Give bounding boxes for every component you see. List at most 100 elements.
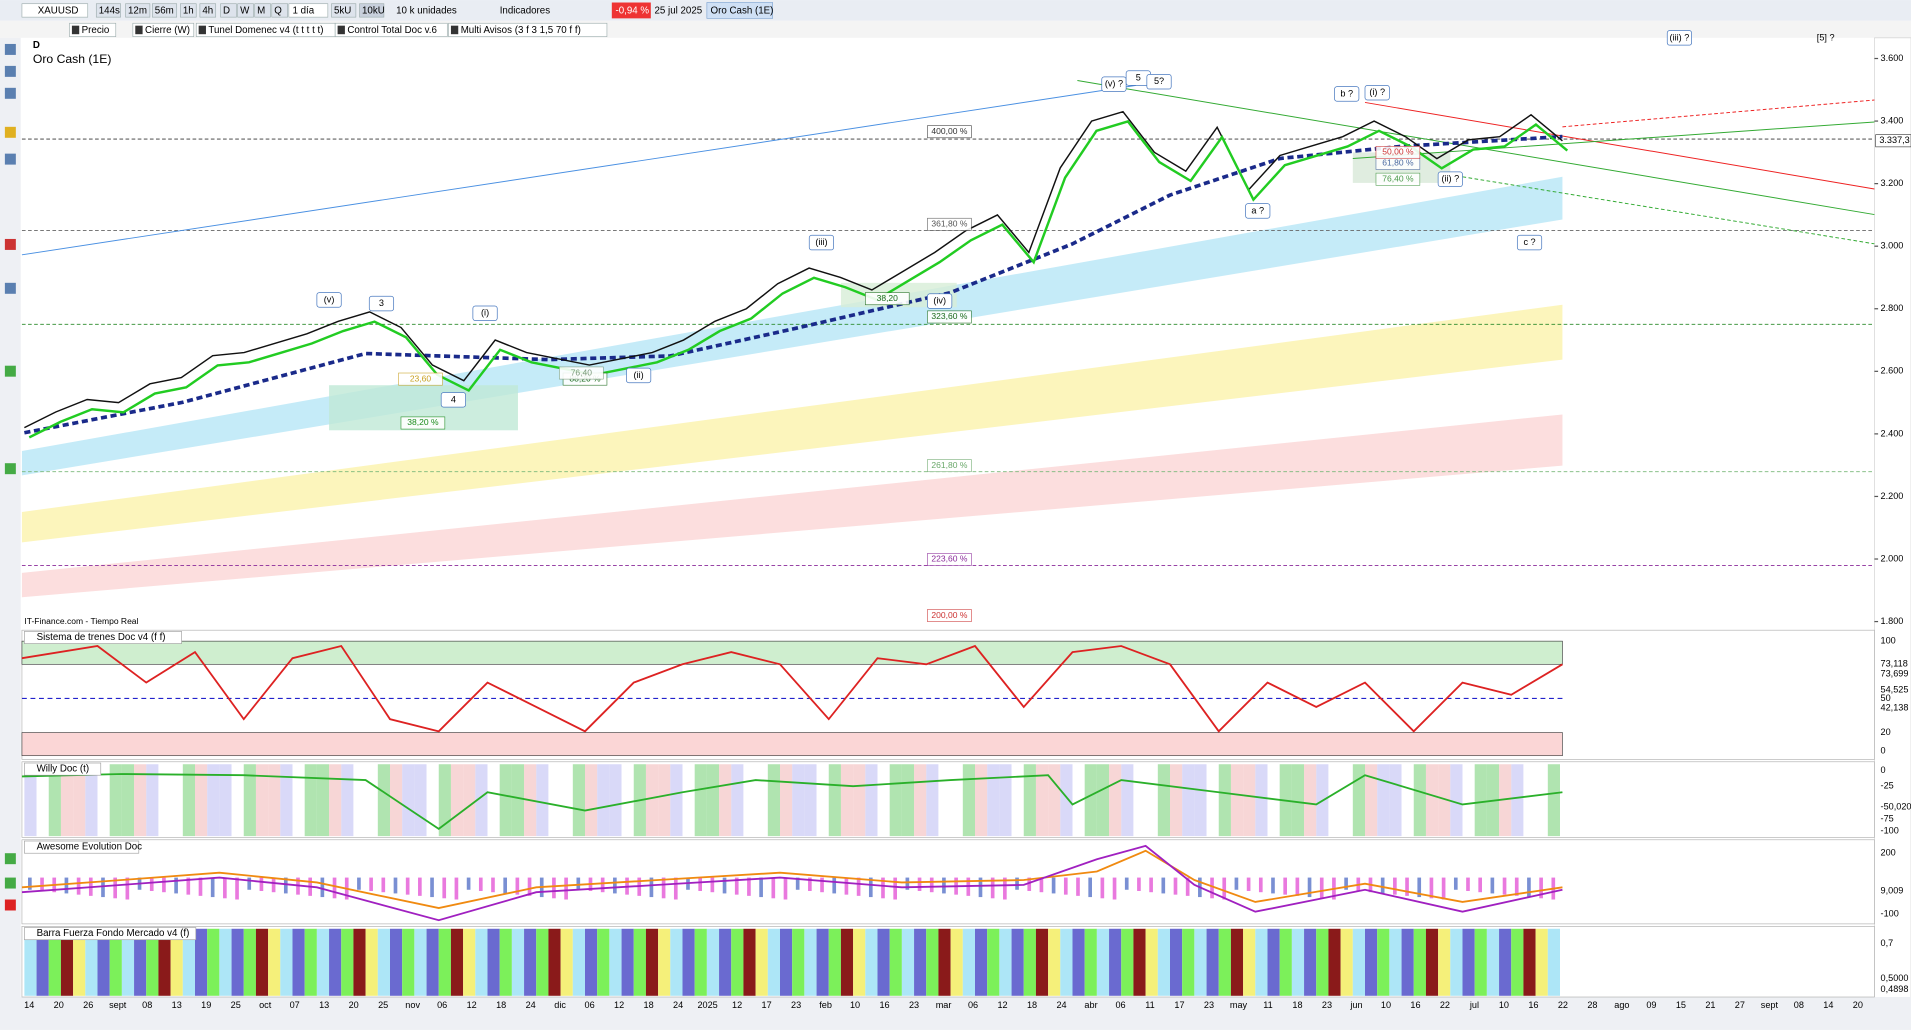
willy-stripe bbox=[243, 764, 256, 837]
awesome-bar bbox=[1271, 877, 1275, 894]
willy-stripe bbox=[255, 764, 269, 837]
study[interactable]: Precio bbox=[82, 25, 110, 36]
price-line bbox=[24, 110, 1563, 429]
awesome-bar bbox=[1149, 877, 1153, 893]
panel-tick: 0,4898 bbox=[1881, 984, 1909, 994]
panel-tick: 42,138 bbox=[1881, 703, 1909, 713]
y-tick-label: 3.000 bbox=[1881, 241, 1904, 251]
willy-stripe bbox=[975, 764, 988, 837]
awesome-bar bbox=[430, 877, 434, 898]
willy-stripe bbox=[1365, 764, 1378, 837]
force-stripe bbox=[475, 928, 488, 996]
awesome-bar bbox=[905, 877, 910, 890]
willy-stripe bbox=[816, 764, 829, 837]
x-tick-label: may bbox=[1230, 1000, 1248, 1010]
timeframe[interactable]: D bbox=[223, 6, 230, 17]
willy-stripe bbox=[316, 764, 330, 837]
symbol[interactable]: XAUUSD bbox=[38, 6, 79, 17]
willy-stripe bbox=[658, 764, 671, 837]
force-stripe bbox=[1182, 928, 1195, 996]
force-stripe bbox=[609, 928, 622, 996]
x-tick-label: 23 bbox=[791, 1000, 801, 1010]
timeframe[interactable]: 144s bbox=[99, 6, 120, 17]
period[interactable]: 1 día bbox=[293, 6, 315, 17]
force-stripe bbox=[901, 928, 915, 996]
wave-label: 5 bbox=[1136, 73, 1141, 83]
wave-box bbox=[626, 367, 652, 384]
study[interactable]: Tunel Domenec v4 (t t t t t) bbox=[208, 25, 323, 36]
force-stripe bbox=[134, 928, 147, 996]
awesome-bar bbox=[1246, 877, 1251, 891]
units-label[interactable]: 10 k unidades bbox=[396, 6, 457, 17]
timeframe[interactable]: Q bbox=[274, 6, 282, 17]
timeframe[interactable]: 56m bbox=[155, 6, 174, 17]
panel-tick: 100 bbox=[1881, 636, 1896, 646]
willy-stripe bbox=[329, 764, 342, 837]
panel-tick: 73,118 bbox=[1881, 659, 1908, 669]
button bbox=[334, 22, 448, 37]
indicators[interactable]: Indicadores bbox=[500, 6, 551, 17]
awesome-bar bbox=[1466, 877, 1470, 891]
force-stripe bbox=[97, 928, 110, 996]
units[interactable]: 10kU bbox=[362, 6, 385, 17]
units[interactable]: 5kU bbox=[334, 6, 351, 17]
willy-stripe bbox=[1060, 764, 1073, 837]
willy-stripe bbox=[901, 764, 915, 837]
study[interactable]: Control Total Doc v.6 bbox=[347, 25, 437, 36]
willy-stripe bbox=[414, 764, 427, 837]
tools bbox=[4, 43, 16, 911]
force-stripe bbox=[353, 928, 366, 996]
awesome-bar bbox=[235, 877, 239, 900]
timeframe[interactable]: 4h bbox=[202, 6, 213, 17]
instrument-box bbox=[706, 2, 773, 19]
awesome-bar bbox=[1051, 877, 1056, 894]
wave-label: a ? bbox=[1251, 205, 1264, 215]
x-tick-label: 27 bbox=[1735, 1000, 1745, 1010]
wave-label: (i) bbox=[481, 308, 489, 318]
willy-stripe bbox=[1535, 764, 1548, 837]
x-tick-label: 09 bbox=[1646, 1000, 1656, 1010]
x-tick-label: feb bbox=[819, 1000, 832, 1010]
force-stripe bbox=[146, 928, 159, 996]
x-tick-label: 17 bbox=[1174, 1000, 1184, 1010]
panel-tick: 73,699 bbox=[1881, 668, 1909, 678]
timeframe[interactable]: W bbox=[240, 6, 250, 17]
willy-stripe bbox=[1328, 764, 1341, 837]
study[interactable]: Multi Avisos (3 f 3 1,5 70 f f) bbox=[461, 25, 581, 36]
awesome-bar bbox=[1076, 877, 1080, 896]
timeframe[interactable]: 12m bbox=[128, 6, 147, 17]
willy-stripe bbox=[170, 764, 183, 837]
timeframe[interactable]: M bbox=[257, 6, 265, 17]
panel-tick: -100 bbox=[1881, 909, 1899, 919]
fib-label: 261,80 % bbox=[931, 460, 967, 470]
willy-stripe bbox=[1547, 764, 1560, 837]
timeframe[interactable]: 1h bbox=[183, 6, 194, 17]
awesome-bar bbox=[795, 877, 800, 890]
change-box bbox=[611, 2, 651, 19]
awesome-bar bbox=[1344, 877, 1348, 890]
willy-stripe bbox=[304, 764, 317, 837]
force-stripe bbox=[1060, 928, 1073, 996]
x-tick-label: 22 bbox=[1558, 1000, 1568, 1010]
willy-stripe bbox=[1170, 764, 1183, 837]
y-tick-label: 3.200 bbox=[1881, 178, 1904, 188]
force-stripe bbox=[207, 928, 220, 996]
willy-stripe bbox=[962, 764, 975, 837]
force-stripe bbox=[1511, 928, 1524, 996]
slow-average bbox=[24, 134, 1563, 435]
awesome-bar bbox=[198, 877, 203, 896]
force-stripe bbox=[255, 928, 269, 996]
willy-stripe bbox=[341, 764, 354, 837]
willy-stripe bbox=[85, 764, 98, 837]
awesome-bar bbox=[1088, 877, 1092, 898]
x-tick-label: 14 bbox=[1823, 1000, 1833, 1010]
willy-stripe bbox=[1499, 764, 1512, 837]
force-stripe bbox=[816, 928, 829, 996]
study[interactable]: Cierre (W) bbox=[145, 25, 190, 36]
force-stripe bbox=[1218, 928, 1231, 996]
awesome-bar bbox=[820, 877, 824, 893]
willy-stripe bbox=[536, 764, 549, 837]
force-stripe bbox=[560, 928, 573, 996]
tool-strip bbox=[0, 37, 21, 1001]
willy-stripe bbox=[463, 764, 476, 837]
